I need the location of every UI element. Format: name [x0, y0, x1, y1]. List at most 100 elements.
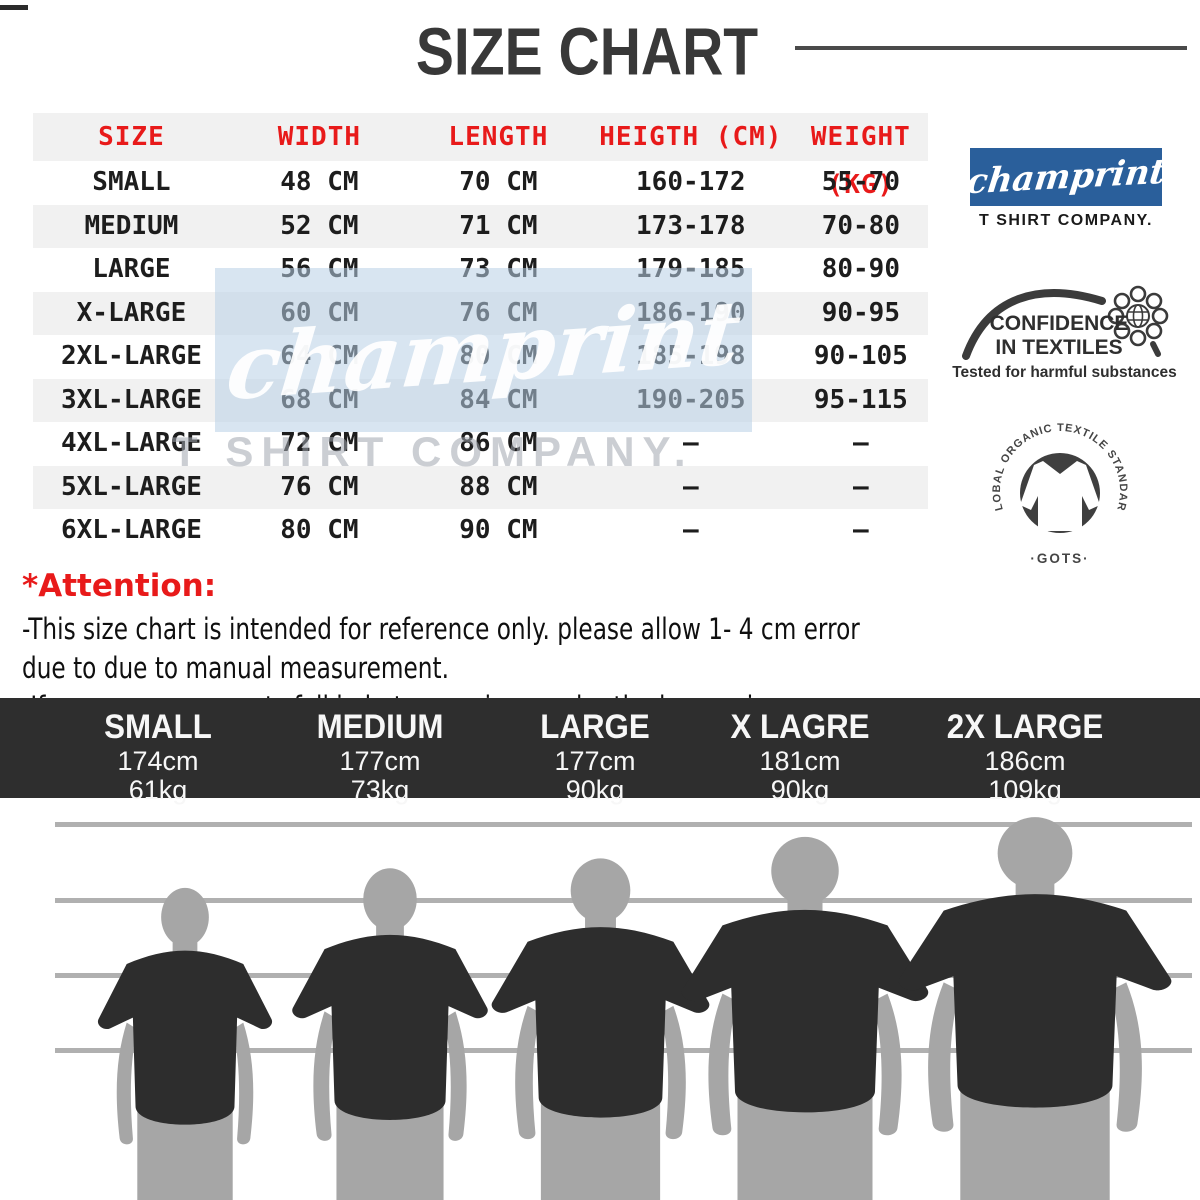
sunburst-globe-icon: [1107, 285, 1169, 357]
table-cell: X-LARGE: [76, 297, 187, 328]
confidence-line2: IN TEXTILES: [995, 336, 1123, 359]
table-cell: 95-115: [813, 384, 908, 415]
artifact-mark: [0, 5, 28, 10]
person-silhouette: [898, 817, 1172, 1200]
person-silhouette: [292, 868, 488, 1200]
table-row: 4XL-LARGE 72 CM 86 CM – –: [33, 422, 928, 466]
brand-tagline: T SHIRT COMPANY.: [979, 212, 1153, 229]
confidence-badge: CONFIDENCE IN TEXTILES Tested for harmfu…: [952, 276, 1177, 392]
table-cell: –: [682, 428, 699, 458]
table-cell: 70-80: [821, 210, 900, 241]
banner-height-value: 181cm: [759, 746, 841, 776]
table-cell: 48 CM: [280, 167, 359, 197]
table-cell: 90-95: [821, 297, 900, 328]
shirt-icon: [1020, 456, 1100, 531]
table-cell: 76 CM: [280, 471, 359, 502]
table-cell: 73 CM: [459, 254, 538, 284]
table-cell: 190-205: [636, 384, 746, 415]
size-table-body: SMALL 48 CM 70 CM 160-172 55-70 MEDIUM 52 CM 71…: [33, 161, 928, 553]
table-cell: –: [853, 471, 869, 502]
height-line: [55, 822, 1192, 827]
title-rule: [795, 46, 1187, 50]
banner-height-value: 177cm: [554, 746, 636, 776]
table-cell: 80 CM: [280, 515, 359, 545]
table-cell: 3XL-LARGE: [61, 384, 202, 415]
confidence-badge-art: [962, 285, 1169, 360]
banner-size-item: SMALL 174cm 61kg: [99, 708, 216, 805]
gots-badge: GLOBAL ORGANIC TEXTILE STANDARD ·GOTS·: [983, 406, 1132, 567]
table-cell: –: [682, 515, 699, 545]
banner-weight-value: 90kg: [565, 775, 625, 805]
table-row: 5XL-LARGE 76 CM 88 CM – –: [33, 465, 928, 509]
table-cell: 185-198: [636, 341, 746, 371]
table-cell: 60 CM: [280, 297, 359, 328]
table-row: 6XL-LARGE 80 CM 90 CM – –: [33, 509, 928, 553]
table-cell: SMALL: [92, 167, 171, 197]
table-cell: –: [682, 471, 699, 502]
banner-size-item: LARGE 177cm 90kg: [536, 708, 655, 805]
attention-heading: *Attention:: [22, 568, 217, 604]
table-cell: 90-105: [813, 341, 908, 371]
table-cell: 84 CM: [459, 384, 538, 415]
brand-logo-text: champrint: [964, 151, 1168, 203]
table-cell: 80 CM: [459, 341, 538, 371]
brand-logo: champrint: [964, 148, 1168, 206]
size-table-header-row: SIZE WIDTH LENGTH HEIGTH (CM) WEIGHT (KG): [33, 113, 928, 200]
banner-size-label: 2X LARGE: [946, 708, 1104, 746]
table-cell: 76 CM: [459, 297, 538, 328]
table-cell: 68 CM: [280, 384, 359, 415]
table-cell: 86 CM: [459, 428, 538, 458]
banner-size-label: X LAGRE: [730, 708, 870, 746]
column-header: HEIGTH (CM): [599, 122, 783, 152]
attention-line: due to due to manual measurement.: [22, 651, 449, 685]
banner-size-label: MEDIUM: [316, 708, 444, 746]
lineup-chart: [0, 798, 1200, 1200]
table-cell: LARGE: [92, 254, 171, 284]
confidence-line1: CONFIDENCE: [989, 312, 1129, 335]
person-silhouette: [97, 887, 273, 1200]
banner-height-value: 174cm: [117, 746, 199, 776]
column-header: SIZE: [98, 122, 165, 152]
gots-badge-art: GLOBAL ORGANIC TEXTILE STANDARD ·GOTS·: [983, 406, 1128, 566]
page-title: SIZE CHART: [415, 15, 759, 90]
confidence-line3: Tested for harmful substances: [952, 364, 1177, 381]
table-cell: 179-185: [636, 254, 746, 284]
table-cell: 70 CM: [459, 167, 538, 197]
column-header: WEIGHT (KG): [810, 122, 911, 200]
table-cell: 52 CM: [280, 210, 359, 241]
table-cell: MEDIUM: [84, 210, 179, 241]
table-row: LARGE 56 CM 73 CM 179-185 80-90: [33, 248, 928, 292]
banner-size-item: MEDIUM 177cm 73kg: [311, 708, 449, 805]
banner-weight-value: 109kg: [988, 775, 1062, 805]
table-cell: 90 CM: [459, 515, 538, 545]
banner-size-item: X LAGRE 181cm 90kg: [724, 708, 875, 805]
table-row: X-LARGE 60 CM 76 CM 186-190 90-95: [33, 291, 928, 335]
table-cell: –: [853, 515, 869, 545]
table-cell: –: [853, 428, 869, 458]
column-header: WIDTH: [277, 122, 362, 152]
banner-height-value: 186cm: [984, 746, 1066, 776]
table-cell: 64 CM: [280, 341, 359, 371]
table-cell: 80-90: [821, 254, 900, 284]
banner-size-label: SMALL: [104, 708, 212, 746]
table-cell: 173-178: [636, 210, 746, 241]
size-banner: SMALL 174cm 61kg MEDIUM 177cm 73kg LARGE 177cm 9…: [0, 698, 1200, 805]
table-row: MEDIUM 52 CM 71 CM 173-178 70-80: [33, 204, 928, 248]
table-row: 3XL-LARGE 68 CM 84 CM 190-205 95-115: [33, 378, 928, 422]
table-cell: 55-70: [821, 167, 900, 197]
banner-weight-value: 61kg: [128, 775, 188, 805]
table-row: SMALL 48 CM 70 CM 160-172 55-70: [33, 161, 928, 205]
person-silhouette: [681, 836, 929, 1200]
table-cell: 88 CM: [459, 471, 538, 502]
banner-size-item: 2X LARGE 186cm 109kg: [940, 708, 1110, 805]
attention-line: -This size chart is intended for referen…: [22, 612, 860, 646]
banner-size-label: LARGE: [540, 708, 650, 746]
table-cell: 160-172: [636, 167, 746, 197]
banner-weight-value: 73kg: [350, 775, 410, 805]
gots-bottom-text: ·GOTS·: [1030, 551, 1089, 566]
column-header: LENGTH: [448, 122, 549, 152]
table-cell: 4XL-LARGE: [61, 428, 202, 458]
table-cell: 56 CM: [280, 254, 359, 284]
table-cell: 72 CM: [280, 428, 359, 458]
